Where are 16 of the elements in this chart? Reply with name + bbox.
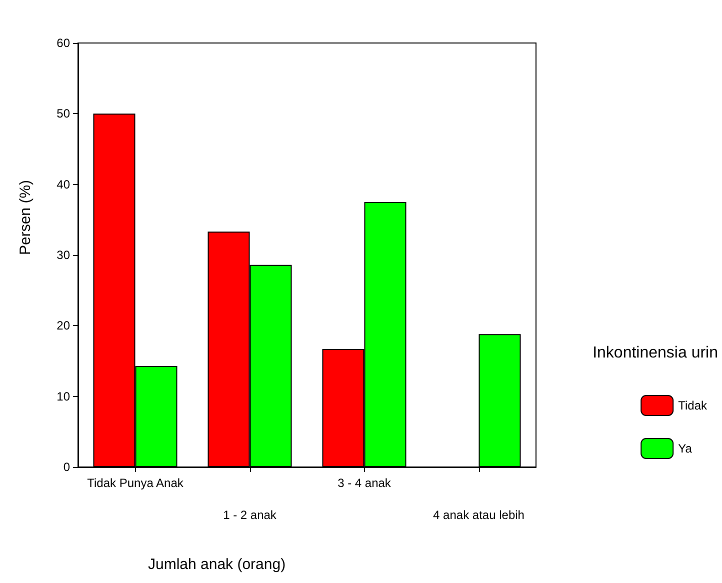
x-tick-label: 3 - 4 anak <box>338 476 392 490</box>
legend-label: Ya <box>678 442 692 456</box>
y-tick-label: 10 <box>56 389 70 404</box>
y-tick-label: 20 <box>56 318 70 333</box>
x-tick-label: 1 - 2 anak <box>223 508 278 522</box>
y-tick-label: 0 <box>63 460 70 474</box>
legend-title: Inkontinensia urin <box>592 344 718 362</box>
x-axis-title: Jumlah anak (orang) <box>148 556 286 573</box>
y-tick-label: 30 <box>56 248 70 262</box>
y-axis-title: Persen (%) <box>17 180 34 255</box>
x-tick-label: Tidak Punya Anak <box>87 476 184 490</box>
x-tick-label: 4 anak atau lebih <box>433 508 524 522</box>
legend-label: Tidak <box>678 398 708 412</box>
y-tick-label: 60 <box>56 36 70 50</box>
y-tick-label: 40 <box>56 177 70 192</box>
y-tick-label: 50 <box>56 106 70 121</box>
